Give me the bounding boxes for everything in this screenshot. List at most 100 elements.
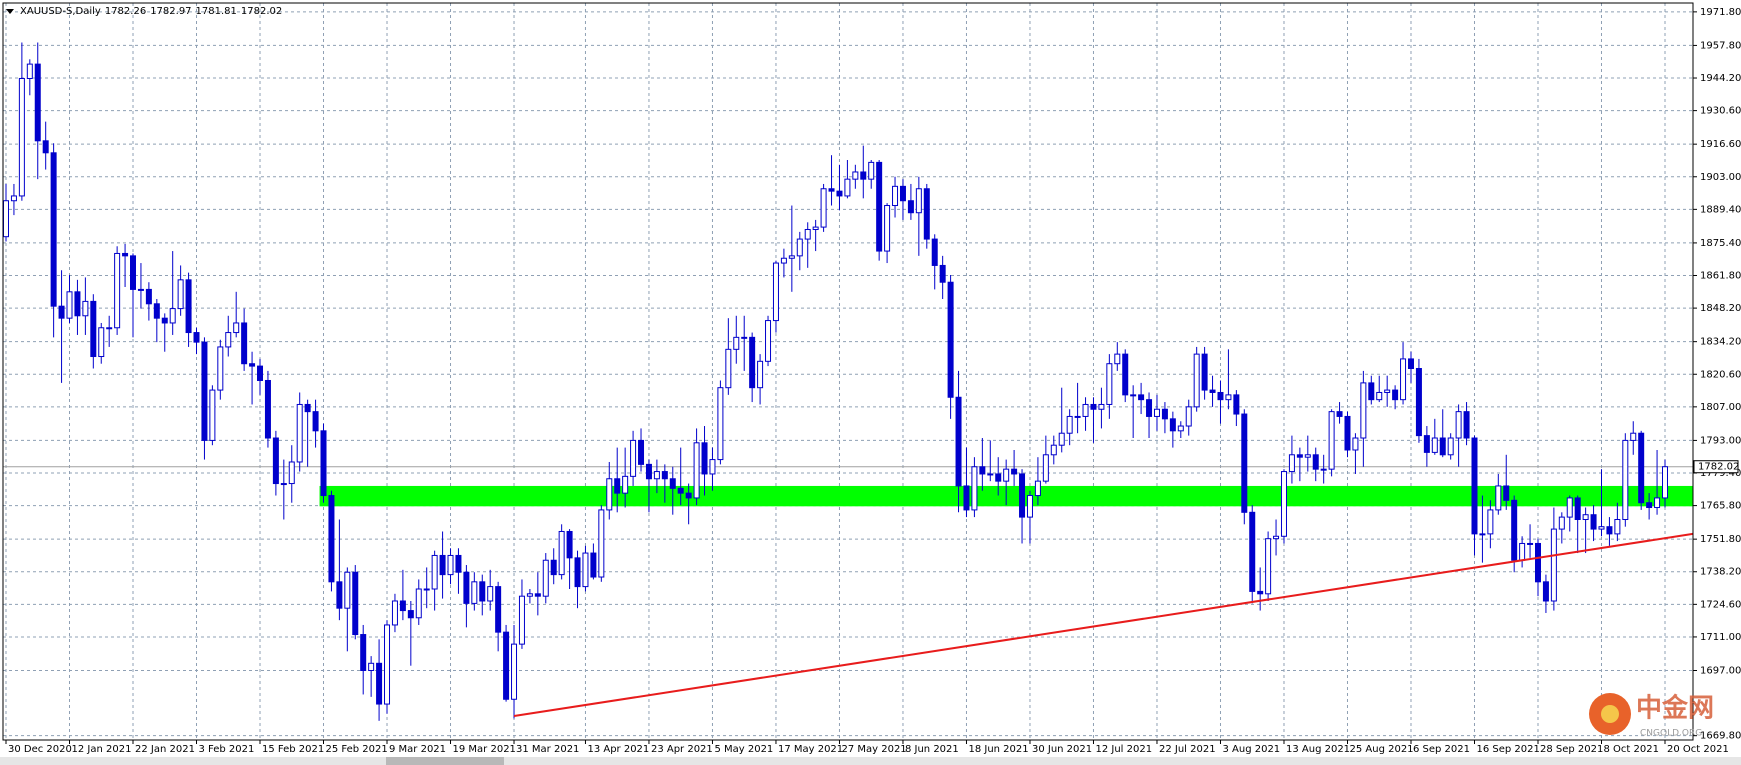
candle-body (709, 459, 716, 475)
candle-body (1471, 437, 1478, 535)
x-tick-label: 9 Mar 2021 (389, 744, 446, 755)
candle-body (1082, 403, 1089, 417)
candle-body (995, 473, 1002, 482)
candle-body (1439, 437, 1446, 456)
chart-header: XAUUSD-S,Daily 1782.26 1782.97 1781.81 1782.… (6, 6, 286, 17)
x-tick-label: 22 Jul 2021 (1159, 744, 1216, 755)
candle-body (892, 185, 899, 207)
candle-body (1630, 432, 1637, 441)
symbol-label: XAUUSD-S,Daily (20, 6, 101, 17)
watermark-subtitle: CNGOLD.ORG (1640, 729, 1702, 739)
candle-body (1463, 411, 1470, 439)
candle-body (169, 308, 176, 324)
candle-body (257, 365, 264, 381)
x-tick-label: 8 Oct 2021 (1603, 744, 1658, 755)
y-tick-label: 1889.40 (1700, 204, 1741, 215)
candle-body (280, 483, 287, 486)
candle-body (1138, 394, 1145, 401)
header-close: 1782.02 (240, 6, 283, 17)
candle-body (1511, 499, 1518, 561)
x-tick-label: 5 May 2021 (714, 744, 773, 755)
candle-body (876, 161, 883, 252)
candle-body (1280, 471, 1287, 537)
y-tick-label: 1711.00 (1700, 632, 1741, 643)
candle-body (360, 634, 367, 671)
candle-body (741, 336, 748, 339)
y-tick-label: 1669.80 (1700, 731, 1741, 742)
candle-body (344, 571, 351, 609)
candle-body (844, 178, 851, 197)
candle-body (1185, 406, 1192, 427)
candle-body (630, 439, 637, 477)
candle-body (193, 332, 200, 343)
y-tick-label: 1738.20 (1700, 567, 1741, 578)
current-price-label: 1782.02 (1698, 462, 1739, 473)
candle-body (868, 161, 875, 180)
y-tick-label: 1807.00 (1700, 402, 1741, 413)
candle-body (82, 300, 89, 317)
candle-body (177, 279, 184, 310)
plot-frame (2, 2, 1694, 741)
x-tick-label: 31 Mar 2021 (516, 744, 579, 755)
candle-body (1114, 353, 1121, 365)
candle-body (26, 63, 33, 79)
candle-body (614, 478, 621, 494)
candle-body (1122, 353, 1129, 396)
candle-body (328, 495, 335, 583)
candle-body (717, 387, 724, 461)
y-tick-label: 1916.60 (1700, 139, 1741, 150)
candle-body (820, 188, 827, 228)
candle-body (217, 346, 224, 391)
candle-body (3, 200, 9, 238)
candle-body (50, 152, 57, 307)
candle-body (1479, 533, 1486, 536)
candle-body (1344, 415, 1351, 451)
x-tick-label: 30 Jun 2021 (1032, 744, 1092, 755)
x-tick-label: 6 Sep 2021 (1413, 744, 1470, 755)
candle-body (1534, 542, 1541, 583)
candle-body (106, 327, 113, 330)
candle-body (812, 226, 819, 230)
x-tick-label: 16 Sep 2021 (1476, 744, 1539, 755)
candle-body (1273, 535, 1280, 540)
candle-body (757, 360, 764, 389)
x-tick-label: 25 Aug 2021 (1349, 744, 1413, 755)
candle-body (1003, 468, 1010, 482)
scrollbar-thumb[interactable] (386, 757, 504, 765)
candle-body (479, 581, 486, 602)
candle-body (10, 195, 17, 202)
candle-body (1360, 382, 1367, 439)
candle-body (1066, 415, 1073, 434)
candle-body (1042, 454, 1049, 482)
candle-body (98, 327, 105, 358)
candle-body (455, 554, 462, 573)
candle-body (241, 322, 248, 365)
candle-body (1106, 363, 1113, 405)
candle-body (1582, 514, 1589, 520)
candle-body (1606, 526, 1613, 535)
candle-body (1384, 389, 1391, 393)
candle-body (415, 588, 422, 619)
candle-body (42, 140, 49, 154)
candle-body (185, 279, 192, 334)
candle-body (1328, 411, 1335, 470)
y-tick-label: 1848.20 (1700, 303, 1741, 314)
candle-body (1423, 435, 1430, 453)
candle-body (161, 317, 168, 324)
candle-body (669, 478, 676, 489)
candle-body (915, 188, 922, 214)
candle-body (1566, 497, 1573, 518)
y-tick-label: 1944.20 (1700, 73, 1741, 84)
candle-body (899, 185, 906, 202)
candle-body (1320, 468, 1327, 471)
candle-body (884, 205, 891, 252)
candle-body (1249, 511, 1256, 592)
candle-body (399, 600, 406, 612)
header-menu-arrow[interactable] (6, 8, 14, 14)
candle-body (1288, 454, 1295, 473)
x-tick-label: 25 Feb 2021 (326, 744, 388, 755)
candle-body (1646, 502, 1653, 509)
candle-body (288, 461, 295, 485)
watermark-title: 中金网 (1636, 693, 1714, 724)
candle-body (1201, 353, 1208, 391)
